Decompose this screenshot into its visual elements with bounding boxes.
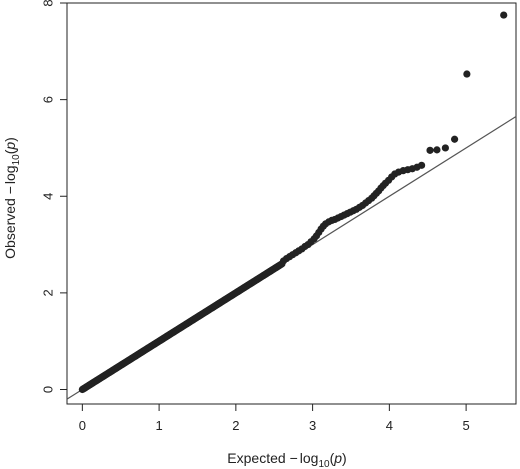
x-axis-title: Expected − log10(p) (227, 450, 346, 469)
x-tick-label: 3 (309, 418, 316, 433)
data-point (500, 11, 508, 19)
data-point (426, 146, 434, 154)
y-tick-label: 0 (40, 386, 55, 393)
data-point (450, 135, 459, 143)
x-tick-label: 1 (155, 418, 162, 433)
data-points (78, 11, 508, 394)
y-axis: 0 2 4 6 8 (40, 0, 68, 393)
y-axis-title: Observed −log10(p) (2, 137, 22, 259)
y-tick-label: 2 (40, 289, 55, 296)
data-point (463, 70, 471, 78)
x-tick-label: 0 (79, 418, 86, 433)
data-point (417, 161, 426, 169)
x-axis: 0 1 2 3 4 5 (79, 403, 470, 433)
y-tick-label: 8 (40, 0, 55, 7)
plot-frame (66, 2, 517, 405)
y-tick-label: 6 (40, 96, 55, 103)
data-point (441, 144, 449, 152)
x-tick-label: 5 (462, 418, 469, 433)
plot-border (66, 2, 517, 405)
x-tick-label: 4 (386, 418, 393, 433)
y-tick-label: 4 (40, 193, 55, 200)
data-point (433, 146, 441, 154)
x-tick-label: 2 (232, 418, 239, 433)
